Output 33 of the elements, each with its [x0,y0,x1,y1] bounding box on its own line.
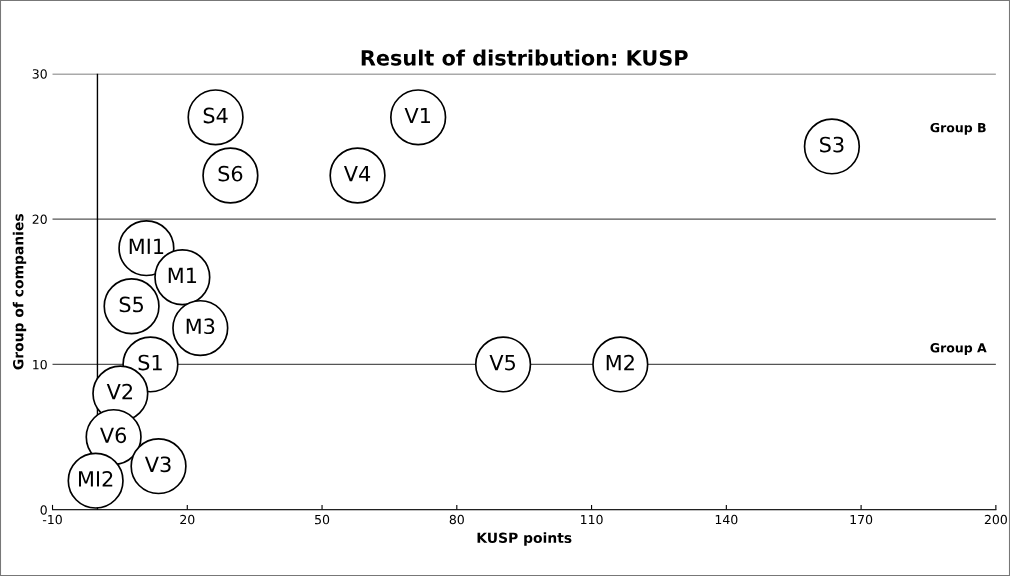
annotation: V4 [343,166,371,182]
annotation: MI1 [129,238,164,254]
annotation: S3 [820,136,844,153]
annotation: V6 [100,427,127,444]
annotation: V3 [144,456,171,473]
annotation: Group B [930,122,986,135]
annotation: M2 [606,354,634,371]
x-tick-label: 170 [850,514,873,525]
annotation: Group A [930,343,987,355]
annotation: S6 [218,165,243,182]
annotation: M3 [186,318,215,335]
y-tick-label: 0 [40,505,47,515]
x-tick-label: 110 [581,514,603,525]
annotation: V2 [106,383,133,400]
x-axis-title: KUSP points [477,532,572,546]
y-tick-label: 30 [32,69,47,79]
annotation: S4 [203,107,228,124]
y-axis-title: Group of companies [12,214,27,370]
chart-title: Result of distribution: KUSP [361,49,688,66]
x-tick-label: 20 [180,514,195,525]
annotation: S1 [138,354,162,371]
y-tick-label: 20 [32,214,47,224]
annotation: S5 [119,296,143,313]
x-tick-label: 200 [984,514,1007,525]
y-tick-label: 10 [33,359,47,370]
x-tick-label: 80 [449,514,464,525]
x-tick-label: 50 [315,514,330,525]
annotation: V5 [489,354,516,371]
x-tick-label: 140 [715,514,738,525]
x-tick-label: -10 [42,514,62,525]
annotation: M1 [168,267,197,283]
annotation: MI2 [79,470,113,487]
annotation: V1 [404,107,431,124]
